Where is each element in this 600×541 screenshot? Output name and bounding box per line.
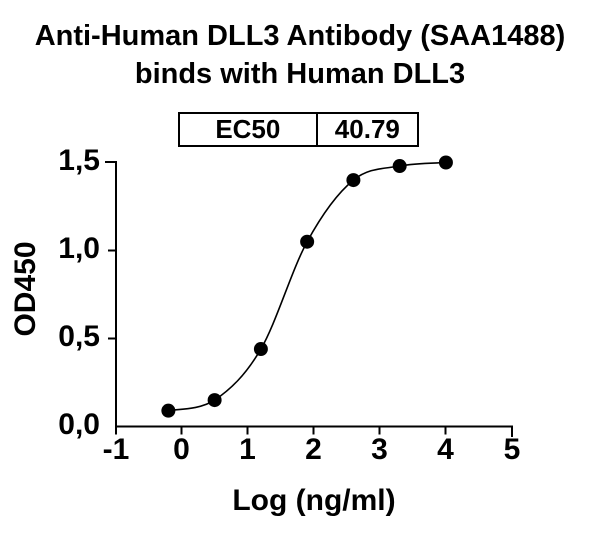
svg-text:1: 1	[239, 433, 256, 466]
svg-text:0,5: 0,5	[58, 320, 100, 353]
svg-text:1,5: 1,5	[58, 144, 100, 177]
svg-text:OD450: OD450	[9, 241, 42, 336]
svg-text:4: 4	[437, 433, 454, 466]
svg-text:1,0: 1,0	[58, 232, 100, 265]
svg-text:2: 2	[305, 433, 322, 466]
svg-text:5: 5	[504, 433, 521, 466]
svg-text:-1: -1	[103, 433, 130, 466]
svg-text:Log (ng/ml): Log (ng/ml)	[232, 484, 395, 517]
svg-text:0,0: 0,0	[58, 408, 100, 441]
svg-text:0: 0	[173, 433, 190, 466]
svg-text:3: 3	[371, 433, 388, 466]
